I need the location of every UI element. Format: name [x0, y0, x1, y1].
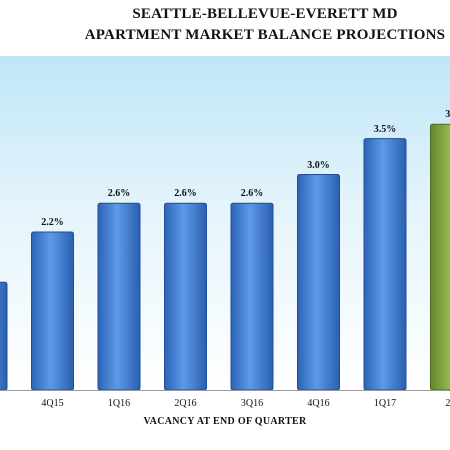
bar-1Q16	[97, 202, 141, 391]
data-label-1Q17: 3.5%	[373, 123, 397, 135]
data-label-1Q16: 2.6%	[107, 188, 131, 200]
x-axis-title: VACANCY AT END OF QUARTER	[143, 416, 307, 427]
bar-3Q16	[230, 202, 274, 391]
chart-subtitle: APARTMENT MARKET BALANCE PROJECTIONS	[84, 27, 446, 43]
data-label-2Q17: 3.7	[445, 109, 450, 121]
x-tick-label-4Q15: 4Q15	[41, 398, 64, 409]
data-label-2Q16: 2.6%	[174, 188, 197, 200]
bar-1Q17	[363, 138, 407, 391]
bar-4Q16	[297, 174, 340, 391]
data-label-4Q16: 3.0%	[307, 159, 330, 171]
bar-2Q16	[164, 202, 207, 391]
x-tick-label-3Q16: 3Q16	[240, 398, 264, 409]
data-label-4Q15: 2.2%	[41, 216, 64, 228]
x-tick-label-1Q17: 1Q17	[373, 398, 397, 409]
x-tick-label-4Q16: 4Q16	[307, 398, 330, 409]
bar-4Q15	[31, 231, 74, 391]
bar-3Q15	[0, 281, 8, 391]
x-tick-label-2Q17: 2Q	[445, 398, 450, 409]
data-label-3Q16: 2.6%	[240, 188, 264, 200]
bar-2Q17	[430, 123, 450, 391]
x-tick-label-2Q16: 2Q16	[174, 398, 197, 409]
x-tick-label-1Q16: 1Q16	[107, 398, 131, 409]
x-axis-line	[0, 390, 450, 391]
chart-title: SEATTLE-BELLEVUE-EVERETT MD	[132, 6, 398, 22]
